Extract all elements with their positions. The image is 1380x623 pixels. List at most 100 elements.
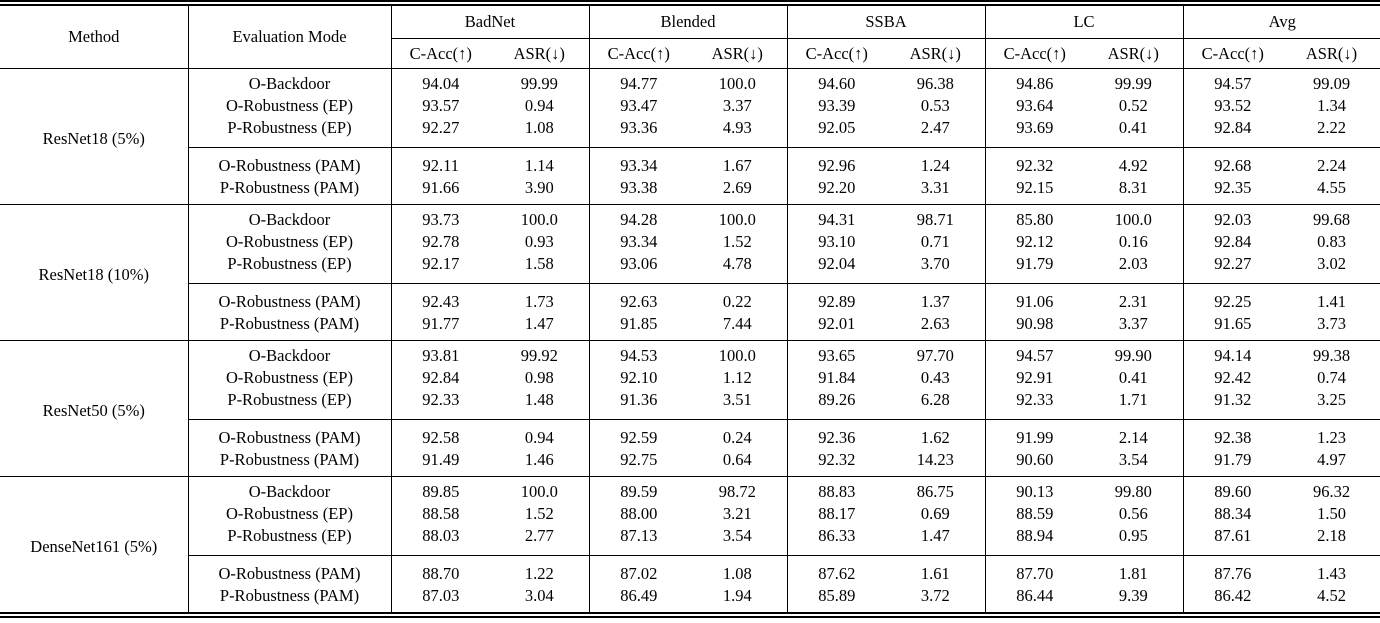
- cacc-value-cell: 92.43: [391, 283, 490, 313]
- cacc-value-cell: 86.33: [818, 526, 856, 545]
- cacc-value-cell: 93.81: [422, 346, 460, 365]
- cacc-value-cell: 87.61: [1214, 526, 1252, 545]
- asr-value-cell: 4.92: [1084, 147, 1184, 177]
- table-row: ResNet18 (10%) O-Backdoor 93.73 100.0 94.28 1…: [0, 204, 1380, 341]
- asr-value-cell: 2.47: [886, 117, 986, 148]
- method-group: ResNet18 (5%) O-Backdoor 94.04 99.99 94.77 10…: [0, 68, 1380, 205]
- asr-value-cell: 98.72: [688, 476, 788, 503]
- col-header-cacc-lc: C-Acc(↑): [1003, 43, 1066, 63]
- cacc-value-cell: 92.32: [985, 147, 1084, 177]
- table-row: P-Robustness (PAM) 91.49 1.46 92.75 0.64 92.3…: [0, 449, 1380, 477]
- evaluation-mode-cell: P-Robustness (PAM): [188, 449, 392, 477]
- col-header-ssba: SSBA: [787, 3, 986, 39]
- cacc-value-cell: 91.36: [620, 390, 658, 409]
- asr-value-cell: 0.69: [886, 503, 986, 525]
- asr-value-cell: 0.93: [490, 231, 590, 253]
- table-row: O-Robustness (PAM) 92.11 1.14 93.34 1.67 92.9…: [0, 147, 1380, 177]
- cacc-value-cell: 86.42: [1214, 586, 1252, 605]
- asr-value-cell: 1.73: [490, 283, 590, 313]
- cacc-value-cell: 90.98: [1016, 314, 1054, 333]
- asr-value-cell: 1.62: [886, 419, 986, 449]
- cacc-value-cell: 92.15: [1016, 178, 1054, 197]
- cacc-value-cell: 89.59: [620, 482, 658, 501]
- asr-value-cell: 1.12: [688, 367, 788, 389]
- evaluation-mode-cell: P-Robustness (EP): [188, 525, 392, 556]
- cacc-value-cell: 92.84: [422, 368, 460, 387]
- cacc-value-cell: 92.11: [391, 147, 490, 177]
- asr-value-cell: 14.23: [886, 449, 986, 477]
- col-header-asr-avg: ASR(↓): [1305, 43, 1358, 63]
- cacc-value-cell: 92.33: [422, 390, 460, 409]
- cacc-value-cell: 93.47: [620, 96, 658, 115]
- method-cell: ResNet50 (5%): [0, 340, 189, 477]
- asr-value-cell: 1.43: [1282, 555, 1380, 585]
- cacc-value-cell: 86.44: [1016, 586, 1054, 605]
- asr-value-cell: 1.22: [490, 555, 590, 585]
- evaluation-mode-cell: O-Robustness (EP): [188, 503, 392, 525]
- cacc-value-cell: 88.59: [1016, 504, 1054, 523]
- col-header-asr-ssba: ASR(↓): [886, 38, 986, 69]
- col-header-cacc-badnet: C-Acc(↑): [409, 43, 472, 63]
- cacc-value-cell: 85.80: [1016, 210, 1054, 229]
- cacc-value-cell: 92.63: [589, 283, 688, 313]
- method-group: ResNet50 (5%) O-Backdoor 93.81 99.92 94.53 10…: [0, 340, 1380, 477]
- asr-value-cell: 0.43: [886, 367, 986, 389]
- cacc-value-cell: 94.28: [620, 210, 658, 229]
- asr-value-cell: 99.99: [1084, 68, 1184, 95]
- cacc-value-cell: 87.03: [422, 586, 460, 605]
- cacc-value-cell: 92.75: [620, 450, 658, 469]
- table-row: ResNet50 (5%) O-Backdoor 93.81 99.92 94.53 10…: [0, 340, 1380, 477]
- cacc-value-cell: 94.57: [1214, 74, 1252, 93]
- cacc-value-cell: 88.17: [818, 504, 856, 523]
- cacc-value-cell: 93.38: [620, 178, 658, 197]
- table-row: DenseNet161 (5%) O-Backdoor 89.85 100.0 89.5…: [0, 476, 1380, 615]
- evaluation-mode-cell: O-Robustness (PAM): [188, 555, 392, 585]
- col-header-asr-lc: ASR(↓): [1084, 38, 1184, 69]
- asr-value-cell: 0.41: [1084, 367, 1184, 389]
- cacc-value-cell: 88.03: [422, 526, 460, 545]
- evaluation-mode-cell: O-Backdoor: [188, 68, 392, 95]
- cacc-value-cell: 94.53: [620, 346, 658, 365]
- cacc-value-cell: 92.04: [818, 254, 856, 273]
- asr-value-cell: 3.51: [688, 389, 788, 420]
- asr-value-cell: 99.09: [1312, 74, 1351, 93]
- cacc-value-cell: 92.84: [1214, 232, 1252, 251]
- cacc-value-cell: 94.57: [1016, 346, 1054, 365]
- cacc-value-cell: 92.25: [1183, 283, 1282, 313]
- asr-value-cell: 100.0: [688, 204, 788, 231]
- table-row: O-Robustness (EP) 92.84 0.98 92.10 1.12 91.84…: [0, 367, 1380, 389]
- asr-value-cell: 2.24: [1282, 147, 1380, 177]
- asr-value-cell: 3.04: [490, 585, 590, 615]
- evaluation-mode-cell: O-Backdoor: [188, 476, 392, 503]
- asr-value-cell: 6.28: [886, 389, 986, 420]
- asr-value-cell: 0.74: [1317, 368, 1346, 387]
- asr-value-cell: 2.14: [1084, 419, 1184, 449]
- table-row: O-Robustness (PAM) 92.58 0.94 92.59 0.24 92.3…: [0, 419, 1380, 449]
- asr-value-cell: 3.72: [886, 585, 986, 615]
- asr-value-cell: 0.95: [1084, 525, 1184, 556]
- asr-value-cell: 0.53: [886, 95, 986, 117]
- cacc-value-cell: 94.04: [422, 74, 460, 93]
- asr-value-cell: 1.34: [1317, 96, 1346, 115]
- asr-value-cell: 0.16: [1084, 231, 1184, 253]
- table-row: O-Robustness (PAM) 92.43 1.73 92.63 0.22 92.8…: [0, 283, 1380, 313]
- table-row: P-Robustness (PAM) 91.66 3.90 93.38 2.69 92.2…: [0, 177, 1380, 205]
- table-row: P-Robustness (PAM) 87.03 3.04 86.49 1.94 85.8…: [0, 585, 1380, 615]
- cacc-value-cell: 85.89: [818, 586, 856, 605]
- asr-value-cell: 3.37: [1084, 313, 1184, 341]
- asr-value-cell: 99.68: [1312, 210, 1351, 229]
- asr-value-cell: 1.71: [1084, 389, 1184, 420]
- asr-value-cell: 1.46: [490, 449, 590, 477]
- asr-value-cell: 86.75: [886, 476, 986, 503]
- asr-value-cell: 4.52: [1317, 586, 1346, 605]
- method-group: ResNet18 (10%) O-Backdoor 93.73 100.0 94.28 1…: [0, 204, 1380, 341]
- asr-value-cell: 3.73: [1317, 314, 1346, 333]
- asr-value-cell: 2.31: [1084, 283, 1184, 313]
- cacc-value-cell: 93.36: [620, 118, 658, 137]
- asr-value-cell: 3.90: [490, 177, 590, 205]
- table-row: P-Robustness (PAM) 91.77 1.47 91.85 7.44 92.0…: [0, 313, 1380, 341]
- asr-value-cell: 99.80: [1084, 476, 1184, 503]
- cacc-value-cell: 93.69: [1016, 118, 1054, 137]
- cacc-value-cell: 90.60: [1016, 450, 1054, 469]
- cacc-value-cell: 87.02: [589, 555, 688, 585]
